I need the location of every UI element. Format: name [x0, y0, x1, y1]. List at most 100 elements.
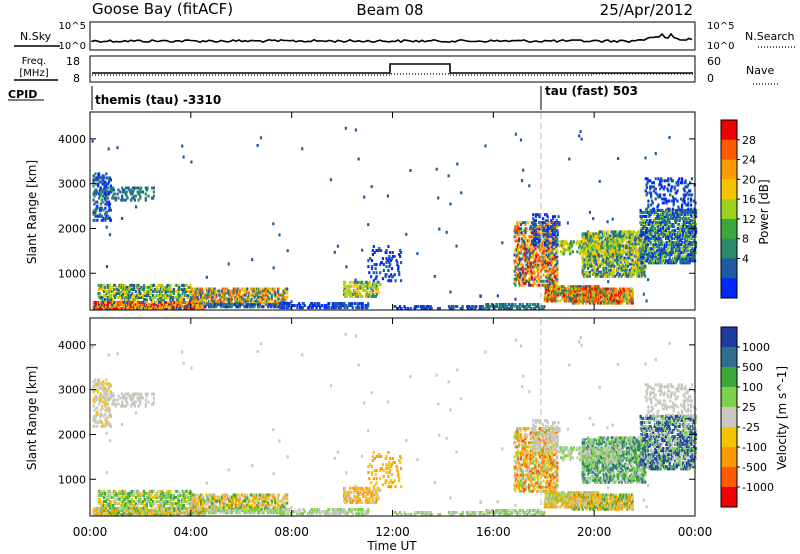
power-cell — [551, 279, 554, 283]
power-cell — [226, 305, 229, 309]
power-cell — [636, 268, 640, 272]
power-cell — [529, 261, 532, 265]
power-cell — [194, 293, 197, 297]
power-cell — [647, 233, 650, 237]
power-cell — [528, 305, 531, 308]
power-cell — [368, 292, 371, 296]
power-cell — [268, 287, 272, 291]
power-cell — [531, 241, 534, 245]
power-cell — [191, 307, 194, 310]
power-cell — [98, 301, 102, 304]
power-cell — [613, 270, 616, 274]
power-cell — [687, 243, 690, 247]
power-cell — [669, 193, 672, 197]
power-cell — [526, 307, 529, 310]
power-cell — [243, 287, 246, 291]
power-cell — [682, 235, 685, 239]
power-cell — [524, 223, 527, 227]
power-cell — [556, 269, 559, 273]
power-cell — [519, 263, 523, 267]
power-cell — [615, 232, 618, 236]
power-cell — [624, 297, 627, 301]
power-cell — [694, 231, 698, 235]
power-cell — [107, 176, 110, 180]
power-cell — [559, 244, 562, 248]
power-cell — [597, 293, 600, 297]
power-cell — [679, 233, 682, 237]
power-cell — [220, 289, 223, 293]
power-cell — [650, 257, 653, 261]
power-cell — [313, 302, 316, 306]
power-cell — [665, 221, 669, 224]
power-cell — [687, 219, 690, 222]
power-cell — [667, 237, 670, 241]
power-cell — [609, 262, 612, 266]
power-cell — [257, 305, 261, 309]
power-cell — [644, 274, 647, 278]
power-cell — [660, 259, 663, 263]
power-cell — [514, 227, 517, 231]
power-cell — [234, 287, 237, 291]
power-cell — [267, 295, 270, 299]
power-cell — [533, 219, 536, 223]
power-cell — [640, 249, 643, 253]
power-cell — [605, 301, 608, 305]
power-cell — [578, 289, 582, 293]
power-cell — [327, 304, 330, 308]
power-cell — [649, 179, 652, 183]
power-cell — [595, 299, 598, 303]
power-cell — [527, 267, 530, 271]
power-cell — [607, 268, 611, 272]
power-cell — [363, 284, 366, 288]
power-cell — [208, 295, 211, 299]
power-cell — [286, 291, 289, 295]
power-cell — [284, 295, 287, 299]
power-cell — [548, 285, 551, 289]
power-cell — [520, 257, 523, 261]
power-cell — [551, 251, 554, 255]
power-cell — [633, 272, 636, 276]
power-cell — [382, 269, 385, 273]
power-cell — [644, 239, 647, 243]
power-cell — [660, 177, 663, 181]
power-cell — [93, 190, 96, 194]
power-cell — [115, 301, 118, 304]
power-cell — [677, 241, 680, 245]
power-cell — [599, 289, 602, 293]
power-cell — [553, 269, 556, 273]
power-cell — [117, 188, 120, 192]
power-cell — [111, 285, 114, 289]
power-cell — [674, 245, 678, 249]
power-cell — [296, 304, 299, 308]
power-cell — [556, 295, 559, 299]
power-cell — [534, 307, 537, 310]
power-cell — [584, 274, 587, 278]
power-cell — [271, 303, 274, 307]
power-cell — [658, 249, 661, 253]
power-cell — [514, 229, 517, 233]
power-cell — [550, 277, 553, 281]
power-cell — [545, 255, 548, 259]
power-cell — [237, 305, 240, 309]
power-cell — [235, 299, 238, 303]
power-cell — [113, 294, 116, 297]
power-cell — [262, 305, 265, 309]
power-cell — [631, 230, 634, 234]
power-cell — [375, 275, 378, 279]
power-cell — [200, 299, 203, 303]
power-cell — [607, 264, 611, 268]
power-cell — [194, 297, 197, 301]
power-cell — [215, 299, 218, 303]
power-cell — [169, 296, 172, 299]
power-cell — [597, 258, 601, 262]
power-cell — [150, 292, 153, 295]
power-cell — [343, 306, 346, 310]
power-cell — [643, 272, 646, 276]
power-cell — [136, 298, 139, 301]
power-cell — [611, 262, 614, 266]
power-cell — [236, 303, 239, 307]
power-cell — [553, 215, 556, 219]
power-cell — [100, 298, 103, 301]
power-cell — [518, 237, 521, 241]
power-cell — [544, 291, 547, 295]
